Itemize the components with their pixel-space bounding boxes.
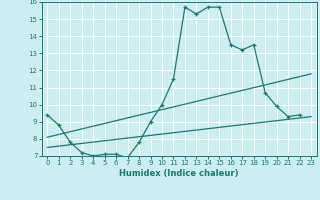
X-axis label: Humidex (Indice chaleur): Humidex (Indice chaleur) <box>119 169 239 178</box>
